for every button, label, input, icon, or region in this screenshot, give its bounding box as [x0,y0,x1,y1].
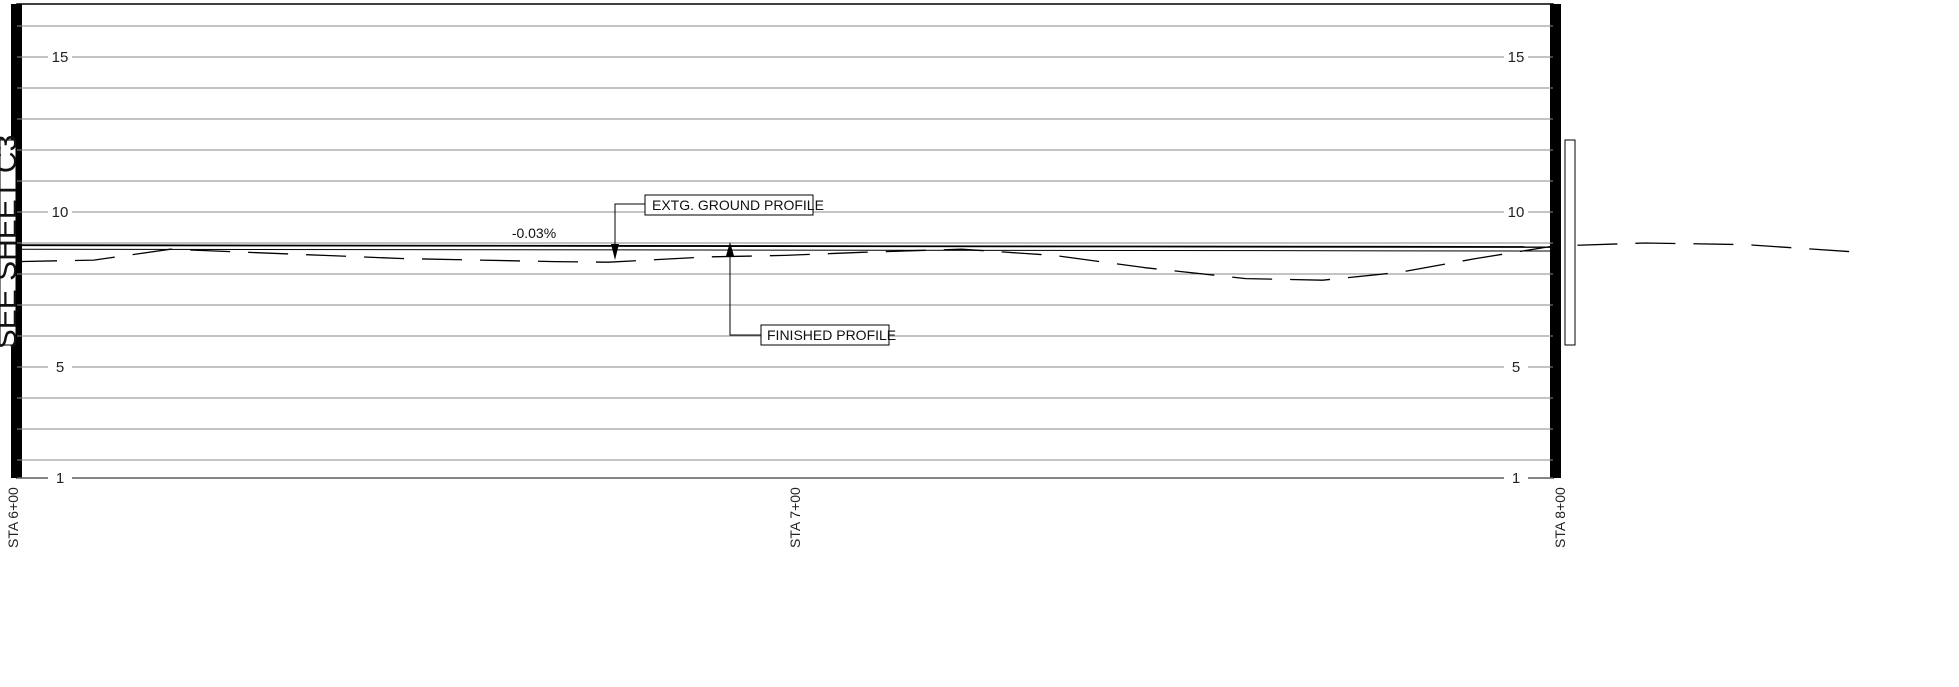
callout-existing-ground: EXTG. GROUND PROFILE [611,194,824,260]
y-tick-left-bg [48,469,72,487]
finished-label-box [760,324,890,346]
finished-profile-line [16,244,1554,248]
existing-ground-leader [614,203,645,252]
y-tick-right: 10 [1508,204,1525,221]
right-border-bar [1550,4,1561,478]
y-tick-right: 15 [1508,49,1525,66]
grade-label: -0.03% [512,225,556,241]
y-tick-left: 15 [52,49,69,66]
y-tick-left: 5 [56,359,64,376]
existing-ground-arrowhead [611,244,619,260]
y-tick-right-bg [1504,48,1528,66]
right-ref-box [1564,139,1576,346]
y-tick-right: 5 [1512,359,1520,376]
existing-ground-label: EXTG. GROUND PROFILE [652,197,824,213]
finished-arrowhead [726,242,734,256]
y-tick-left-bg [48,203,72,221]
station-label: STA 6+00 [5,487,21,548]
station-label: STA 8+00 [1552,487,1568,548]
y-tick-right-bg [1504,203,1528,221]
y-tick-left-bg [48,48,72,66]
existing-ground-label-box [644,194,814,216]
sheet-ref-box [0,139,17,346]
existing-ground-line [16,242,1861,281]
sheet-ref-text: SEE SHEET C3 [0,135,23,350]
callout-finished: FINISHED PROFILE [726,242,896,346]
y-tick-left: 10 [52,204,69,221]
finished-leader [729,255,761,336]
grid-lines [17,25,1553,479]
y-tick-right-bg [1504,469,1528,487]
y-tick-right: 1 [1512,470,1520,487]
drawing-frame [16,3,1554,479]
y-tick-right-bg [1504,358,1528,376]
y-tick-left: 1 [56,470,64,487]
finished-profile-line-inner [16,248,1554,252]
y-tick-left-bg [48,358,72,376]
station-label: STA 7+00 [787,487,803,548]
profile-series [16,242,1861,281]
finished-label: FINISHED PROFILE [767,327,896,343]
tick-labels: 15 10 5 1 15 10 5 1 STA 6+00 STA 7+00 STA 8+00 [5,48,1568,548]
